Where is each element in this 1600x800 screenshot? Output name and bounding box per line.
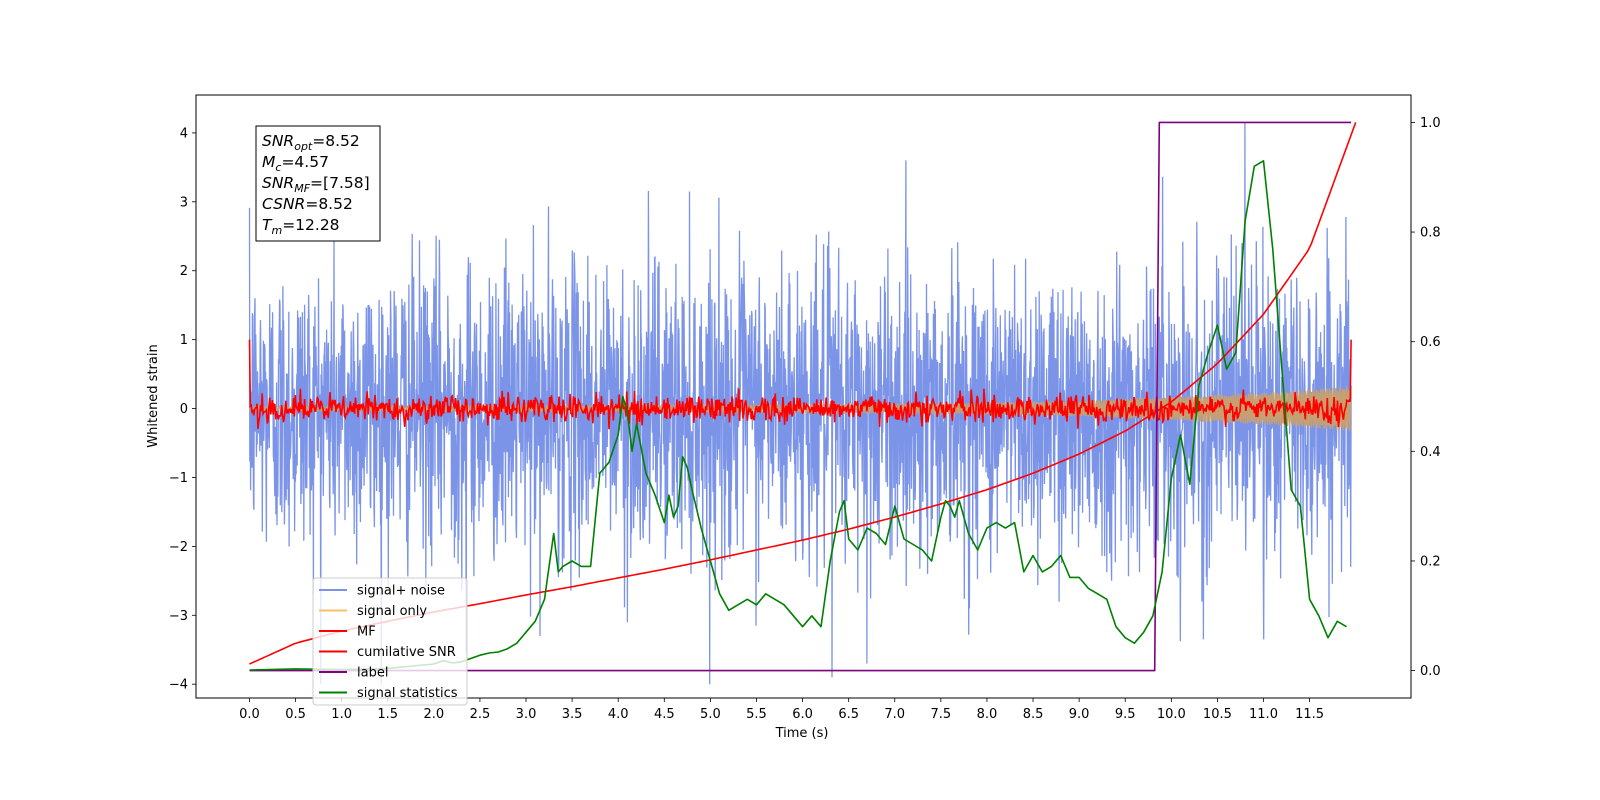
annotation-symbol: M (262, 153, 275, 171)
legend-entry-label: signal only (357, 604, 427, 619)
axes-frame (195, 94, 1412, 699)
y2-tick-label: 0.8 (1420, 226, 1441, 241)
x-tick-label: 6.5 (838, 707, 859, 722)
y-tick-label: −1 (169, 471, 188, 486)
x-tick-label: 4.0 (608, 707, 629, 722)
x-tick-label: 10.5 (1203, 707, 1232, 722)
y-tick-label: 2 (180, 264, 188, 279)
x-tick-label: 4.5 (654, 707, 675, 722)
annotation-symbol: T (262, 216, 273, 234)
y2-tick-label: 0.6 (1420, 335, 1441, 350)
x-tick-label: 3.5 (562, 707, 583, 722)
annotation-subscript: MF (294, 182, 310, 195)
x-tick-label: 2.5 (470, 707, 491, 722)
y-tick-label: −2 (169, 540, 188, 555)
annotation-line: CSNR=8.52 (262, 195, 353, 213)
stats-annotation-box: SNRopt=8.52Mc=4.57SNRMF=[7.58]CSNR=8.52T… (255, 125, 381, 242)
annotation-line: SNRMF=[7.58] (262, 174, 370, 195)
x-axis: 0.0 0.5 1.0 1.5 2.0 2.5 3.0 3.5 4.0 4.5 5.0 5.5 6.0 6… (239, 698, 1324, 722)
annotation-box-frame (255, 125, 381, 242)
annotation-line: Tm=12.28 (262, 216, 340, 237)
y-axis-left: 4 3 2 1 0 −1 −2 −3 −4 (169, 126, 196, 693)
legend-entry-label: signal+ noise (357, 584, 445, 599)
annotation-symbol: SNR (262, 174, 294, 192)
series-mf-line (248, 339, 1352, 430)
y-tick-label: 0 (180, 402, 188, 417)
legend-entry-label: label (357, 666, 388, 681)
y2-tick-label: 0.4 (1420, 445, 1441, 460)
annotation-subscript: m (271, 224, 282, 237)
y2-tick-label: 0.0 (1420, 664, 1441, 679)
x-tick-label: 9.0 (1069, 707, 1090, 722)
legend-frame (312, 577, 468, 706)
annotation-value: =8.52 (312, 132, 360, 150)
legend: signal+ noise signal only MF cumilative SNR… (312, 577, 468, 706)
x-tick-label: 3.0 (516, 707, 537, 722)
x-tick-label: 11.0 (1249, 707, 1278, 722)
y-tick-label: 4 (180, 126, 188, 141)
legend-entry-label: cumilative SNR (357, 645, 456, 660)
legend-entry-label: signal statistics (357, 686, 458, 701)
y-axis-right: 1.0 0.8 0.6 0.4 0.2 0.0 (1411, 116, 1441, 679)
annotation-value: =[7.58] (310, 174, 370, 192)
x-tick-label: 0.0 (239, 707, 260, 722)
annotation-line: Mc=4.57 (262, 153, 329, 174)
x-tick-label: 8.0 (977, 707, 998, 722)
legend-entry-label: MF (357, 625, 376, 640)
annotation-subscript: opt (294, 140, 313, 153)
x-tick-label: 9.5 (1115, 707, 1136, 722)
series-label-line (249, 121, 1352, 672)
x-tick-label: 11.5 (1295, 707, 1324, 722)
annotation-symbol: SNR (262, 132, 294, 150)
y-axis-label: Whitened strain (146, 344, 161, 447)
series-signal-statistics-line (249, 160, 1347, 671)
x-tick-label: 8.5 (1023, 707, 1044, 722)
y-tick-label: 1 (180, 333, 188, 348)
annotation-symbol: CSNR (262, 195, 305, 213)
x-tick-label: 5.5 (746, 707, 767, 722)
y-tick-label: 3 (180, 195, 188, 210)
x-tick-label: 7.5 (931, 707, 952, 722)
x-tick-label: 1.5 (377, 707, 398, 722)
annotation-subscript: c (275, 161, 281, 174)
x-tick-label: 7.0 (884, 707, 905, 722)
x-tick-label: 2.0 (423, 707, 444, 722)
annotation-line: SNRopt=8.52 (262, 132, 360, 153)
y2-tick-label: 0.2 (1420, 554, 1441, 569)
y2-tick-label: 1.0 (1420, 116, 1441, 131)
x-tick-label: 0.5 (285, 707, 306, 722)
annotation-value: =4.57 (281, 153, 329, 171)
y-tick-label: −4 (169, 678, 188, 693)
annotation-value: =12.28 (282, 216, 339, 234)
x-tick-label: 1.0 (331, 707, 352, 722)
annotation-value: =8.52 (305, 195, 353, 213)
x-tick-label: 10.0 (1157, 707, 1186, 722)
y-tick-label: −3 (169, 609, 188, 624)
x-axis-label: Time (s) (775, 726, 829, 741)
x-tick-label: 6.0 (792, 707, 813, 722)
x-tick-label: 5.0 (700, 707, 721, 722)
